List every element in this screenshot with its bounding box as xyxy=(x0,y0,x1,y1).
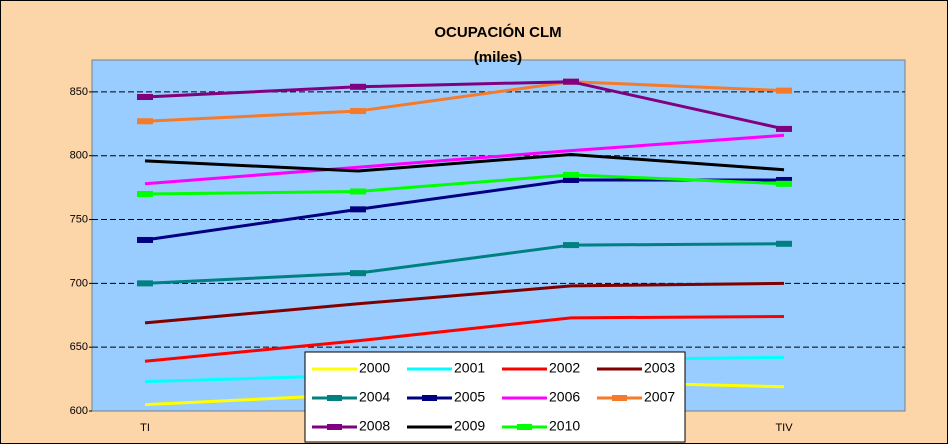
marker xyxy=(776,176,792,183)
legend-label: 2003 xyxy=(644,360,675,376)
marker xyxy=(137,118,153,125)
marker xyxy=(776,125,792,132)
legend-marker xyxy=(327,424,342,430)
marker xyxy=(137,191,153,198)
x-tick-label: TIV xyxy=(775,422,793,434)
marker xyxy=(776,180,792,187)
legend-marker xyxy=(517,424,532,430)
legend-label: 2006 xyxy=(549,389,580,405)
marker xyxy=(137,280,153,287)
marker xyxy=(776,240,792,247)
y-tick-label: 750 xyxy=(70,213,88,225)
marker xyxy=(563,242,579,249)
marker xyxy=(350,270,366,277)
y-tick-label: 650 xyxy=(70,341,88,353)
series-line xyxy=(144,242,785,285)
y-tick-label: 850 xyxy=(70,86,88,98)
series-line xyxy=(144,315,785,363)
legend-label: 2005 xyxy=(454,389,485,405)
y-tick-label: 800 xyxy=(70,150,88,162)
legend-marker xyxy=(422,395,437,401)
series-line xyxy=(144,281,785,325)
legend-label: 2008 xyxy=(359,418,390,434)
legend-label: 2007 xyxy=(644,389,675,405)
legend-marker xyxy=(327,395,342,401)
series-line xyxy=(144,80,785,131)
legend-label: 2009 xyxy=(454,418,485,434)
y-tick-label: 600 xyxy=(70,405,88,417)
legend-label: 2010 xyxy=(549,418,580,434)
y-tick-label: 700 xyxy=(70,277,88,289)
x-tick-label: TI xyxy=(140,422,150,434)
series-line xyxy=(144,133,785,186)
legend-label: 2000 xyxy=(359,360,390,376)
series-line xyxy=(144,173,785,196)
marker xyxy=(350,206,366,213)
marker xyxy=(350,83,366,90)
marker xyxy=(137,94,153,101)
marker xyxy=(563,176,579,183)
chart-title: OCUPACIÓN CLM xyxy=(434,23,561,41)
marker xyxy=(350,188,366,195)
legend-label: 2002 xyxy=(549,360,580,376)
legend-label: 2001 xyxy=(454,360,485,376)
legend-marker xyxy=(612,395,627,401)
marker xyxy=(563,78,579,85)
legend-label: 2004 xyxy=(359,389,390,405)
marker xyxy=(350,108,366,115)
marker xyxy=(563,171,579,178)
legend-items: 2000 2001 2002 2003 2004 2005 2006 2007 2008 2009… xyxy=(312,360,675,434)
series-line xyxy=(144,152,785,173)
marker xyxy=(776,87,792,94)
series-line xyxy=(144,80,785,123)
marker xyxy=(137,236,153,243)
chart-subtitle: (miles) xyxy=(474,49,522,66)
